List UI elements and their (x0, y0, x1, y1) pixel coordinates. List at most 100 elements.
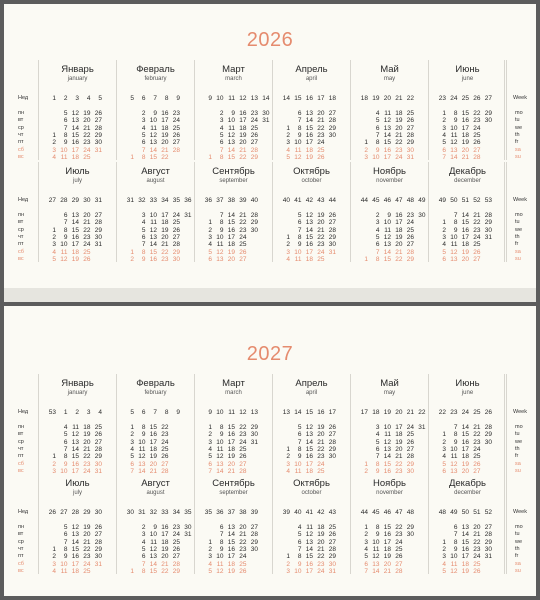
day-number: 9 (375, 146, 380, 154)
day-number: 14 (149, 241, 157, 249)
day-number: 10 (216, 438, 224, 446)
day-number: 11 (150, 219, 157, 227)
day-number: 9 (153, 524, 157, 531)
week-number: 20 (395, 409, 403, 416)
day-number: 11 (450, 453, 458, 461)
day-number: 6 (141, 553, 146, 561)
day-number: 28 (250, 212, 258, 219)
day-number: 13 (305, 219, 313, 227)
day-number: 5 (130, 453, 134, 461)
day-number: 3 (52, 146, 56, 154)
day-number: 26 (473, 248, 481, 256)
day-number: 5 (208, 453, 212, 461)
day-number: 14 (149, 146, 157, 154)
day-number: 24 (395, 153, 403, 161)
month-name-ru: Сентябрь (212, 478, 255, 489)
day-number: 13 (450, 255, 458, 263)
weekday-label-en: we (515, 438, 523, 445)
day-number: 5 (208, 248, 212, 256)
day-number: 15 (383, 460, 391, 468)
day-number: 28 (328, 226, 336, 234)
day-number: 3 (141, 531, 146, 539)
week-number: 24 (450, 95, 458, 102)
day-number: 14 (227, 531, 235, 539)
day-number: 14 (305, 117, 313, 125)
day-number: 24 (473, 445, 481, 453)
weekday-label: чт (18, 445, 24, 452)
week-number: 17 (317, 95, 325, 102)
day-labels-column: Нед пн вт ср чт пт сб вс (18, 60, 39, 160)
day-number: 16 (305, 241, 313, 249)
day-number: 8 (141, 424, 146, 431)
day-number: 11 (372, 545, 380, 553)
day-number: 8 (375, 255, 380, 263)
week-number: 11 (228, 409, 235, 416)
month-january: Январь january 53 1 2 3 4 4 11 18 25 5 12 19 26 6 13 20 27… (39, 374, 117, 475)
day-number: 16 (461, 545, 469, 553)
week-number: 26 (473, 95, 481, 102)
day-number: 22 (395, 255, 403, 263)
day-number: 20 (461, 255, 469, 263)
day-number: 25 (406, 110, 414, 117)
day-number: 23 (395, 467, 403, 475)
day-number: 20 (461, 146, 469, 154)
weekday-label-en: sa (515, 248, 521, 255)
day-number: 20 (395, 445, 403, 453)
day-number: 31 (184, 531, 192, 539)
day-number: 12 (216, 248, 224, 256)
day-number: 29 (250, 219, 258, 227)
weekday-label: вт (18, 431, 24, 438)
day-number: 2 (364, 531, 368, 539)
day-number: 25 (161, 445, 169, 453)
day-number: 27 (473, 467, 481, 475)
day-labels-column: Нед пн вт ср чт пт сб вс (18, 474, 39, 574)
day-number: 19 (239, 131, 247, 139)
day-number: 13 (227, 139, 235, 147)
day-number: 27 (94, 117, 102, 125)
day-number: 29 (484, 110, 492, 117)
day-number: 26 (94, 110, 102, 117)
week-labels-column: Week mo tu we th fr sa su (504, 474, 537, 574)
day-number: 10 (294, 460, 302, 468)
day-number: 29 (94, 131, 102, 139)
day-number: 13 (71, 531, 79, 539)
day-number: 12 (149, 226, 157, 234)
day-number: 29 (328, 553, 336, 561)
day-number: 5 (297, 424, 302, 431)
day-number: 14 (71, 445, 79, 453)
week-number: 14 (294, 409, 302, 416)
day-number: 19 (461, 139, 469, 147)
day-number: 11 (216, 445, 224, 453)
month-name-ru: Апрель (295, 64, 328, 75)
day-number: 20 (473, 524, 481, 531)
weekday-label: сб (18, 560, 24, 567)
day-number: 19 (71, 255, 79, 263)
day-number: 2 (442, 438, 446, 446)
day-number: 20 (161, 553, 169, 561)
day-number: 19 (317, 531, 325, 539)
week-number: 47 (395, 509, 403, 516)
year-title: 2027 (246, 343, 294, 365)
day-number: 31 (184, 212, 192, 219)
day-number: 6 (375, 445, 380, 453)
day-number: 19 (83, 431, 91, 439)
day-number: 26 (172, 131, 180, 139)
day-number: 17 (71, 146, 79, 154)
week-number: 22 (438, 409, 446, 416)
day-number: 8 (219, 538, 224, 546)
day-number: 2 (52, 460, 56, 468)
day-number: 8 (219, 219, 224, 227)
day-number: 25 (406, 226, 414, 234)
day-number: 18 (305, 255, 313, 263)
day-number: 29 (484, 431, 492, 439)
week-number: 22 (406, 95, 414, 102)
weekday-label: вс (18, 153, 24, 160)
day-number: 14 (138, 467, 146, 475)
day-number: 3 (52, 560, 56, 568)
day-number: 7 (375, 453, 380, 461)
day-number: 16 (71, 460, 79, 468)
day-number: 31 (418, 424, 426, 431)
day-number: 21 (83, 219, 91, 227)
day-number: 8 (141, 248, 146, 256)
day-number: 23 (172, 524, 180, 531)
